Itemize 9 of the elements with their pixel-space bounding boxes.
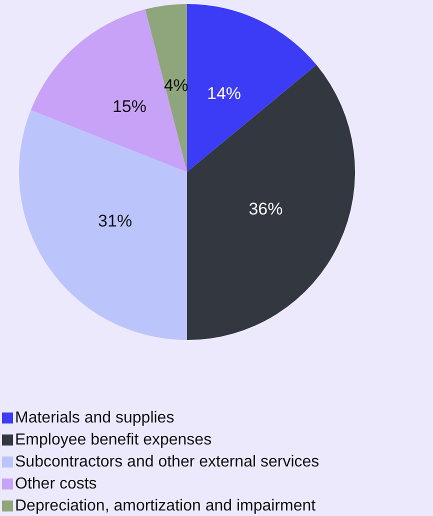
legend-label: Depreciation, amortization and impairment bbox=[15, 498, 316, 514]
data-label: 14% bbox=[207, 84, 242, 103]
legend-label: Employee benefit expenses bbox=[15, 432, 212, 448]
legend-label: Subcontractors and other external services bbox=[15, 454, 320, 470]
data-label: 15% bbox=[112, 97, 146, 116]
legend-label: Other costs bbox=[15, 476, 97, 492]
data-label: 36% bbox=[248, 200, 283, 219]
legend-label: Materials and supplies bbox=[15, 410, 174, 426]
data-label: 31% bbox=[98, 211, 132, 230]
